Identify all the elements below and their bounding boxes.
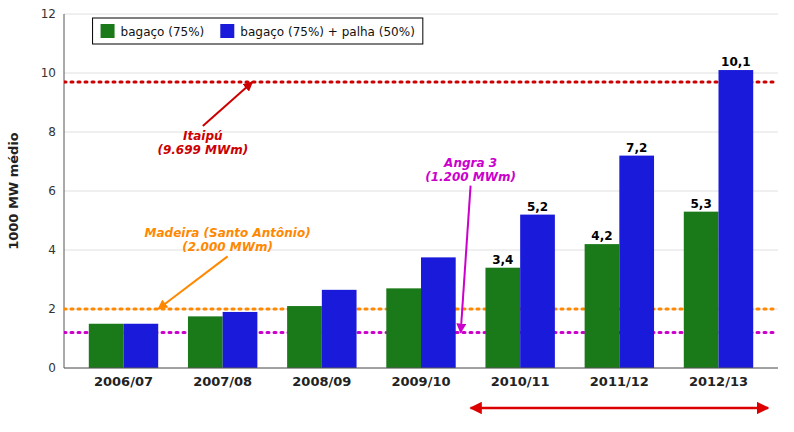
x-tick-label: 2009/10 xyxy=(391,374,450,389)
annotation-arrow xyxy=(203,82,253,126)
bar xyxy=(485,268,520,368)
x-tick-label: 2011/12 xyxy=(590,374,649,389)
bar xyxy=(421,257,456,368)
bar xyxy=(520,215,555,368)
grid-line xyxy=(64,132,778,133)
bar xyxy=(585,244,620,368)
grid-line xyxy=(64,191,778,192)
annotation-arrow xyxy=(158,256,227,309)
annotations: Itaipú(9.699 MWm) Madeira (Santo Antônio)… xyxy=(145,82,516,333)
x-tick-label: 2008/09 xyxy=(292,374,351,389)
y-tick-label: 4 xyxy=(48,243,56,257)
data-labels: 3,4 4,2 5,3 5,2 7,2 10,1 xyxy=(492,55,750,267)
y-tick-label: 2 xyxy=(48,302,56,316)
bar xyxy=(188,316,223,368)
bar xyxy=(322,290,357,368)
bar xyxy=(386,288,421,368)
y-axis xyxy=(64,14,65,368)
highlight-arrow xyxy=(471,407,768,410)
annotation-arrow xyxy=(461,186,471,333)
bar xyxy=(124,324,159,368)
x-tick-label: 2006/07 xyxy=(94,374,153,389)
bar xyxy=(719,70,754,368)
grid-line xyxy=(64,368,778,369)
annotation: Angra 3(1.200 MWm) xyxy=(425,156,516,184)
grid xyxy=(64,14,778,368)
legend-entry: bagaço (75%) + palha (50%) xyxy=(240,25,415,39)
legend-entry: bagaço (75%) xyxy=(121,25,205,39)
legend: bagaço (75%) bagaço (75%) + palha (50%) xyxy=(93,18,423,44)
bar xyxy=(684,212,719,368)
grid-line xyxy=(64,250,778,251)
x-tick-label: 2012/13 xyxy=(689,374,748,389)
y-tick-label: 10 xyxy=(41,66,56,80)
grid-line xyxy=(64,73,778,74)
y-tick-label: 12 xyxy=(41,7,56,21)
annotation: Madeira (Santo Antônio)(2.000 MWm) xyxy=(145,226,311,254)
data-label: 10,1 xyxy=(721,55,751,69)
y-tick-label: 8 xyxy=(48,125,56,139)
y-axis-label: 1000 MW médio xyxy=(6,132,21,250)
bar xyxy=(287,306,322,368)
legend-frame xyxy=(93,18,423,44)
data-label: 3,4 xyxy=(492,253,513,267)
bar xyxy=(619,156,654,368)
x-axis xyxy=(64,368,778,369)
y-tick-label: 0 xyxy=(48,361,56,375)
data-label: 4,2 xyxy=(591,229,612,243)
legend-swatch xyxy=(101,24,115,38)
plot-area xyxy=(64,70,778,368)
y-tick-label: 6 xyxy=(48,184,56,198)
bar xyxy=(223,312,258,368)
bar xyxy=(89,324,124,368)
x-tick-label: 2010/11 xyxy=(491,374,550,389)
chart: 0 2 4 6 8 10 12 1000 MW médio 3,4 4,2 5,3 5,2 7,2 10,… xyxy=(0,0,794,432)
data-label: 7,2 xyxy=(626,141,647,155)
grid-line xyxy=(64,14,778,15)
annotation: Itaipú(9.699 MWm) xyxy=(157,129,248,157)
legend-swatch xyxy=(220,24,234,38)
data-label: 5,2 xyxy=(527,200,548,214)
x-tick-label: 2007/08 xyxy=(193,374,252,389)
data-label: 5,3 xyxy=(691,197,712,211)
reference-line xyxy=(64,80,778,83)
